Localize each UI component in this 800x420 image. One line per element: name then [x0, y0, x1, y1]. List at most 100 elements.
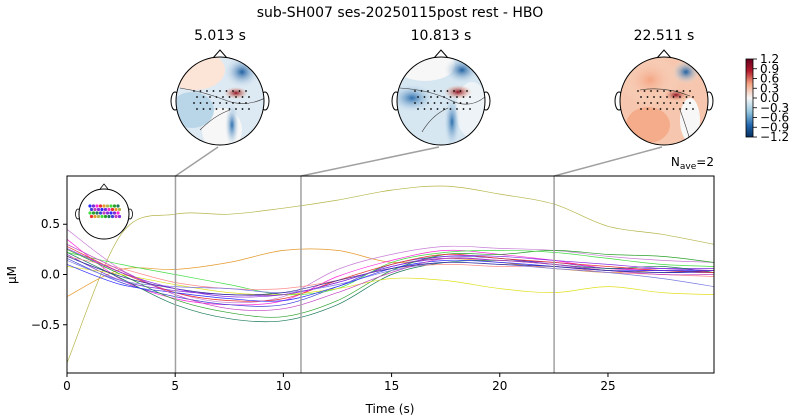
inset-sensor-dot [96, 207, 101, 212]
sensor-dot [679, 108, 681, 110]
sensor-dot [225, 102, 228, 104]
inset-sensor-dot [100, 207, 104, 212]
sensor-dot [241, 96, 244, 98]
x-tick-label: 15 [384, 379, 399, 393]
sensor-dot [685, 108, 688, 110]
sensor-dot [656, 90, 659, 92]
sensor-dot [446, 102, 449, 104]
sensor-dot [202, 108, 205, 110]
sensor-dot [225, 90, 228, 92]
sensor-dot [682, 90, 685, 92]
sensor-dot [414, 90, 416, 92]
inset-sensor-dot [93, 207, 97, 212]
colorbar-tick-label: 1.2 [760, 52, 779, 66]
inset-sensor-dot [107, 207, 111, 212]
sensor-dot [440, 102, 442, 104]
sensor-dot [669, 102, 672, 104]
sensor-dot [228, 108, 231, 110]
sensor-dot [199, 102, 202, 104]
time-markers [174, 176, 555, 373]
sensor-dot [646, 96, 649, 98]
y-tick-label: 0.5 [41, 217, 60, 231]
sensor-dot [453, 102, 455, 104]
sensor-dot [235, 108, 237, 110]
sensor-dot [420, 90, 423, 92]
x-axis-label: Time (s) [365, 402, 415, 416]
sensor-dot [215, 108, 218, 110]
sensor-dot [653, 96, 655, 98]
sensor-dot [456, 96, 458, 98]
sensor-dot [682, 102, 685, 104]
inset-sensor-dot [95, 204, 99, 208]
sensor-dot [446, 90, 449, 92]
sensor-dot [637, 102, 639, 104]
inset-sensor-dot [91, 211, 96, 215]
connector-2 [300, 146, 440, 177]
sensor-dot [196, 108, 198, 110]
x-tick-label: 5 [171, 379, 179, 393]
sensor-dot [466, 90, 468, 92]
colorbar-tick-label: −0.6 [760, 111, 789, 125]
inset-sensor-dot [112, 204, 117, 208]
inset-sensor-dot [109, 211, 113, 215]
x-tick-label: 0 [63, 379, 71, 393]
sensor-dot [676, 102, 678, 104]
x-axis: 0 5 10 15 20 25 [63, 373, 616, 393]
inset-sensor-dot [102, 211, 106, 215]
sensor-dot [248, 96, 250, 98]
colorbar-tick-label: 0.0 [760, 91, 779, 105]
sensor-dot [689, 90, 691, 92]
sensor-dot [679, 96, 681, 98]
sensor-dot [228, 96, 231, 98]
sensor-dot [656, 102, 659, 104]
topomap-3 [614, 49, 714, 146]
inset-sensor-dot [107, 214, 111, 219]
sensor-dot [459, 90, 462, 92]
topomap-2 [391, 49, 491, 146]
sensor-dot [238, 102, 241, 104]
sensor-dot [212, 90, 215, 92]
inset-sensor-dot [103, 207, 108, 212]
connector-3 [553, 146, 663, 177]
sensor-dot [433, 90, 436, 92]
inset-sensor-dot [98, 211, 103, 215]
sensor-dot [206, 102, 208, 104]
topomap-label-1: 5.013 s [194, 28, 246, 44]
sensor-dot [666, 96, 668, 98]
sensor-dot [206, 90, 208, 92]
inset-sensor-dot [88, 211, 92, 215]
sensor-dot [430, 108, 432, 110]
sensor-dot [430, 96, 432, 98]
sensor-dot [417, 108, 419, 110]
sensor-dot [433, 102, 436, 104]
sensor-dot [469, 108, 471, 110]
sensor-dot [643, 90, 646, 92]
sensor-dot [209, 108, 211, 110]
sensor-dot [685, 96, 688, 98]
sensor-dot [643, 102, 646, 104]
sensor-dot [423, 96, 426, 98]
topomap-label-2: 10.813 s [411, 28, 472, 44]
sensor-dot [248, 108, 250, 110]
sensor-dot [659, 96, 662, 98]
sensor-dot [222, 96, 224, 98]
nave-sub: ave [680, 162, 697, 172]
colorbar-tick-label: −1.2 [760, 130, 789, 144]
sensor-dot [436, 96, 439, 98]
sensor-dot [653, 108, 655, 110]
sensor-dot [423, 108, 426, 110]
inset-sensor-dot [110, 214, 115, 219]
sensor-dot [232, 102, 234, 104]
sensor-dot [443, 96, 445, 98]
sensor-dot [443, 108, 445, 110]
sensor-dot [196, 96, 198, 98]
sensor-dot [469, 96, 471, 98]
inset-sensor-dot [96, 214, 101, 219]
sensor-dot [232, 90, 234, 92]
sensor-dot [640, 96, 642, 98]
sensor-dot [427, 102, 429, 104]
sensor-dot [663, 90, 665, 92]
sensor-dot [199, 90, 202, 92]
inset-sensor-dot [117, 214, 122, 219]
